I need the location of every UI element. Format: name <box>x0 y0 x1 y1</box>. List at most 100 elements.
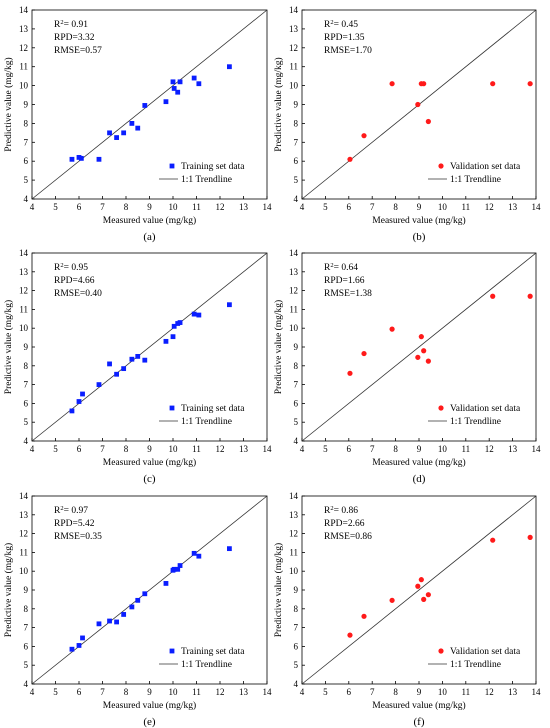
y-tick-label: 4 <box>24 436 29 446</box>
y-tick-label: 12 <box>19 286 28 296</box>
legend-marker <box>438 648 444 654</box>
x-tick-label: 14 <box>532 202 542 212</box>
data-point <box>107 361 112 367</box>
data-point <box>421 348 427 354</box>
y-tick-label: 7 <box>24 623 29 633</box>
data-point <box>107 130 112 136</box>
x-tick-label: 14 <box>263 202 273 212</box>
data-point <box>170 79 176 85</box>
x-tick-label: 11 <box>461 202 470 212</box>
x-axis-title: Measured value (mg/kg) <box>372 700 465 711</box>
data-point <box>389 326 395 332</box>
data-point <box>425 592 431 598</box>
data-point <box>76 399 82 404</box>
x-tick-label: 11 <box>461 687 470 697</box>
y-tick-label: 9 <box>24 585 29 595</box>
y-tick-label: 11 <box>19 62 28 72</box>
data-point <box>227 546 232 552</box>
x-tick-label: 8 <box>124 687 129 697</box>
y-tick-label: 13 <box>289 24 299 34</box>
data-point <box>425 358 431 364</box>
y-tick-label: 7 <box>294 380 299 390</box>
y-tick-label: 5 <box>24 175 29 185</box>
x-tick-label: 8 <box>124 444 129 454</box>
y-tick-label: 14 <box>19 491 29 501</box>
x-tick-label: 5 <box>323 444 328 454</box>
panel-caption: (e) <box>143 716 156 728</box>
y-tick-label: 12 <box>289 286 298 296</box>
data-point <box>142 103 148 108</box>
y-tick-label: 4 <box>24 194 29 204</box>
legend-points-label: Training set data <box>181 162 245 172</box>
x-tick-label: 4 <box>30 202 35 212</box>
data-point <box>418 334 424 340</box>
y-tick-label: 6 <box>294 641 299 651</box>
data-point <box>76 643 82 648</box>
data-point <box>69 408 75 414</box>
y-tick-label: 4 <box>294 436 299 446</box>
data-point <box>361 613 367 619</box>
data-point <box>177 320 183 325</box>
y-tick-label: 11 <box>19 304 28 314</box>
legend-points-label: Validation set data <box>450 647 521 657</box>
data-point <box>177 563 183 568</box>
data-point <box>142 357 148 363</box>
x-tick-label: 12 <box>216 444 225 454</box>
x-tick-label: 10 <box>169 202 179 212</box>
chart-panel-6: 4 5 6 7 8 9 10 11 12 13 14 4 5 6 7 8 9 10 11 12 13 14 Measured… <box>273 491 541 728</box>
x-tick-label: 5 <box>53 444 58 454</box>
panel-caption: (f) <box>414 716 425 728</box>
y-tick-label: 5 <box>24 660 29 670</box>
x-tick-label: 9 <box>147 202 152 212</box>
legend-marker <box>169 163 175 169</box>
y-tick-label: 7 <box>24 137 29 147</box>
y-tick-label: 9 <box>294 342 299 352</box>
data-point <box>114 371 119 377</box>
x-tick-label: 6 <box>77 687 82 697</box>
rpd-text: RPD=3.32 <box>54 33 95 43</box>
rmse-text: RMSE=0.40 <box>54 289 102 299</box>
x-tick-label: 11 <box>192 202 201 212</box>
x-tick-label: 4 <box>300 202 305 212</box>
x-tick-label: 4 <box>300 687 305 697</box>
data-point <box>418 577 424 583</box>
data-point <box>80 635 85 641</box>
data-point <box>191 311 197 317</box>
data-point <box>175 566 181 572</box>
y-tick-label: 7 <box>294 137 299 147</box>
x-tick-label: 5 <box>323 687 328 697</box>
data-point <box>347 370 353 376</box>
data-point <box>347 156 353 162</box>
rpd-text: RPD=1.35 <box>324 33 365 43</box>
x-axis-title: Measured value (mg/kg) <box>103 215 196 226</box>
data-point <box>171 86 177 91</box>
data-point <box>163 581 169 586</box>
x-tick-label: 6 <box>347 687 352 697</box>
legend-line-label: 1:1 Trendline <box>450 175 501 185</box>
legend-points-label: Training set data <box>181 404 245 414</box>
x-tick-label: 11 <box>192 687 201 697</box>
y-tick-label: 14 <box>19 248 29 258</box>
y-tick-label: 6 <box>24 398 29 408</box>
y-axis-title: Predictive value (mg/kg) <box>3 543 14 637</box>
x-tick-label: 12 <box>485 444 494 454</box>
data-point <box>114 619 119 625</box>
r-squared-text: R2= 0.86 <box>324 505 358 517</box>
y-tick-label: 9 <box>24 342 29 352</box>
x-tick-label: 14 <box>532 444 542 454</box>
rmse-text: RMSE=0.57 <box>54 46 102 56</box>
y-tick-label: 6 <box>294 156 299 166</box>
y-tick-label: 4 <box>294 194 299 204</box>
y-tick-label: 9 <box>294 100 299 110</box>
x-tick-label: 8 <box>124 202 129 212</box>
x-tick-label: 8 <box>393 444 398 454</box>
data-point <box>196 312 202 318</box>
y-tick-label: 8 <box>294 604 299 614</box>
legend-line-label: 1:1 Trendline <box>181 175 232 185</box>
trendline-1-1 <box>31 495 268 685</box>
panel-caption: (a) <box>143 231 156 243</box>
data-point <box>135 354 141 359</box>
legend-marker <box>438 405 444 411</box>
y-tick-label: 11 <box>289 62 298 72</box>
